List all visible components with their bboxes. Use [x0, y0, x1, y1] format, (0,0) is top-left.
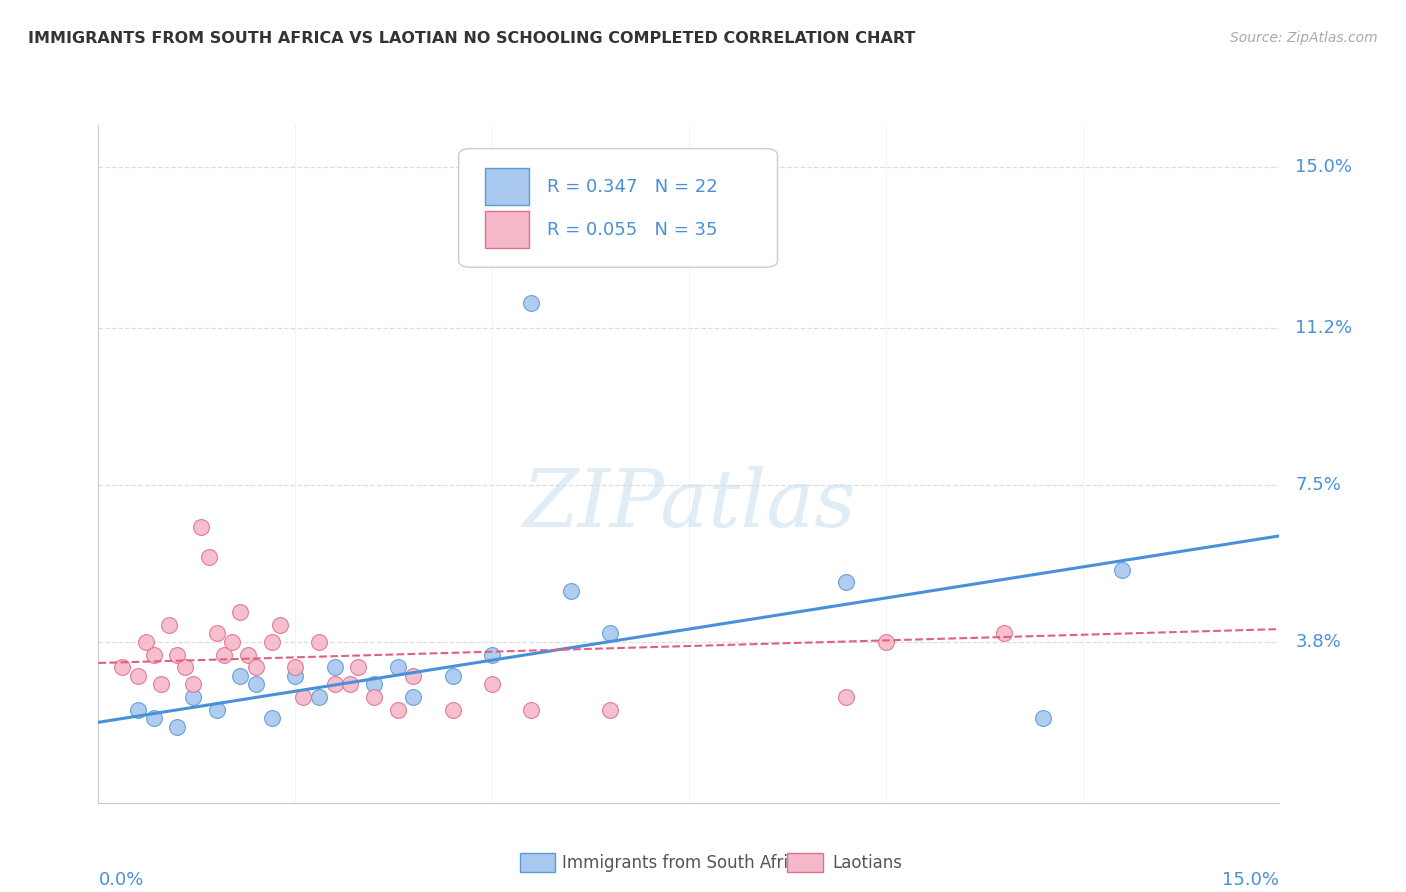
Text: Source: ZipAtlas.com: Source: ZipAtlas.com: [1230, 31, 1378, 45]
Point: [245, 677, 267, 691]
Point: [181, 677, 204, 691]
Text: 15.0%: 15.0%: [1222, 871, 1279, 888]
Point: [111, 660, 134, 674]
Point: [181, 690, 204, 704]
Point: [323, 677, 346, 691]
Text: R = 0.055   N = 35: R = 0.055 N = 35: [547, 221, 717, 239]
FancyBboxPatch shape: [485, 168, 530, 205]
FancyBboxPatch shape: [485, 211, 530, 248]
Point: [481, 648, 503, 662]
Point: [520, 703, 543, 717]
Text: Laotians: Laotians: [832, 855, 903, 872]
Point: [197, 549, 219, 565]
Point: [520, 296, 543, 310]
FancyBboxPatch shape: [458, 149, 778, 268]
Point: [229, 669, 252, 683]
Point: [875, 635, 897, 649]
Point: [135, 635, 157, 649]
Point: [402, 669, 425, 683]
Point: [363, 677, 385, 691]
Text: 11.2%: 11.2%: [1295, 319, 1353, 337]
Point: [166, 719, 188, 733]
Point: [166, 648, 188, 662]
Point: [284, 660, 307, 674]
Text: IMMIGRANTS FROM SOUTH AFRICA VS LAOTIAN NO SCHOOLING COMPLETED CORRELATION CHART: IMMIGRANTS FROM SOUTH AFRICA VS LAOTIAN …: [28, 31, 915, 46]
Point: [993, 626, 1015, 640]
Point: [245, 660, 267, 674]
Point: [481, 677, 503, 691]
Point: [260, 635, 283, 649]
Text: Immigrants from South Africa: Immigrants from South Africa: [562, 855, 807, 872]
Point: [142, 648, 165, 662]
Point: [835, 575, 858, 590]
Point: [441, 703, 464, 717]
Point: [1032, 711, 1054, 725]
Point: [835, 690, 858, 704]
Text: R = 0.347   N = 22: R = 0.347 N = 22: [547, 178, 718, 195]
Point: [236, 648, 259, 662]
Point: [221, 635, 243, 649]
Point: [214, 648, 236, 662]
Point: [599, 703, 621, 717]
Point: [284, 669, 307, 683]
Point: [190, 520, 212, 534]
Point: [157, 617, 180, 632]
Point: [150, 677, 173, 691]
Point: [269, 617, 291, 632]
Text: 0.0%: 0.0%: [98, 871, 143, 888]
Point: [142, 711, 165, 725]
Point: [599, 626, 621, 640]
Point: [402, 690, 425, 704]
Point: [205, 626, 228, 640]
Text: ZIPatlas: ZIPatlas: [522, 466, 856, 543]
Point: [387, 703, 409, 717]
Point: [347, 660, 370, 674]
Point: [560, 583, 582, 598]
Point: [441, 669, 464, 683]
Point: [339, 677, 361, 691]
Point: [260, 711, 283, 725]
Point: [229, 605, 252, 619]
Point: [308, 690, 330, 704]
Point: [363, 690, 385, 704]
Point: [323, 660, 346, 674]
Point: [292, 690, 315, 704]
Point: [127, 703, 149, 717]
Text: 7.5%: 7.5%: [1295, 476, 1341, 494]
Point: [127, 669, 149, 683]
Point: [174, 660, 197, 674]
Point: [1111, 563, 1133, 577]
Text: 3.8%: 3.8%: [1295, 632, 1341, 651]
Point: [205, 703, 228, 717]
Text: 15.0%: 15.0%: [1295, 158, 1353, 177]
Point: [308, 635, 330, 649]
Point: [387, 660, 409, 674]
